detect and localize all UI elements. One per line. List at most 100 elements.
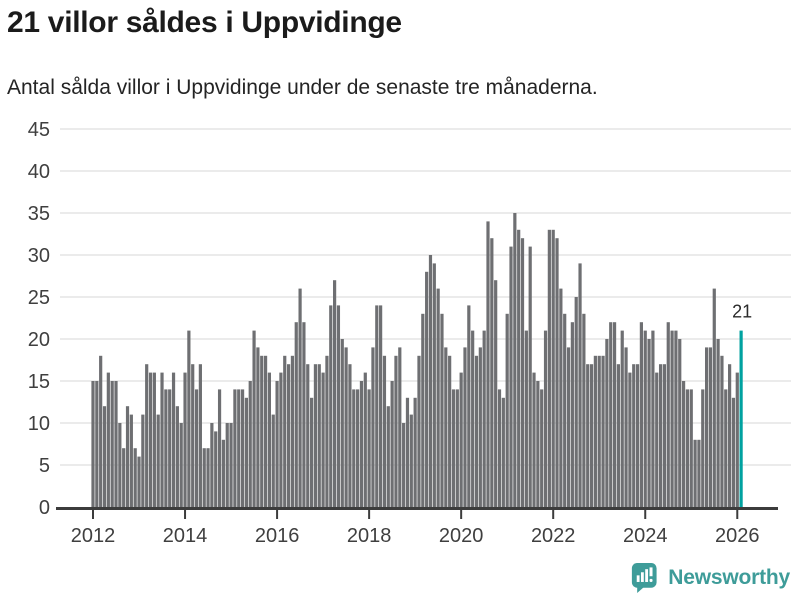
bar [202,448,206,507]
bar [302,322,306,507]
bar [459,372,463,507]
bar [214,431,218,507]
bar [125,406,130,507]
bar [639,322,643,507]
bar [609,322,613,507]
bar [317,364,321,507]
bar [440,313,444,507]
x-axis-tick-label: 2026 [715,525,760,547]
bar [229,423,233,507]
bar [206,448,210,507]
x-axis-tick-label: 2020 [439,525,484,547]
bar [191,364,195,507]
bar [298,288,302,507]
bar [620,330,624,507]
bar [164,389,168,507]
bar [171,372,176,507]
bar [563,313,567,507]
bar [601,355,605,507]
bar [647,339,651,507]
bar [156,414,160,507]
bar [118,423,122,507]
bar [536,381,540,507]
bar [586,364,590,507]
bar [555,238,559,507]
bar [417,355,421,507]
bar [256,347,260,507]
bar [624,347,628,507]
bar [283,355,287,507]
y-axis-tick-label: 0 [39,497,50,519]
bar [463,347,467,507]
bar [655,372,659,507]
bar [244,397,248,507]
bar [486,221,490,507]
bar [129,414,133,507]
bar [99,355,103,507]
bar [505,313,509,507]
y-axis-tick-label: 10 [28,413,50,435]
bar [724,389,728,507]
highlighted-bar [739,330,743,507]
bar [352,389,356,507]
bar [336,305,341,507]
newsworthy-logo[interactable]: Newsworthy [631,562,790,594]
bar [141,414,145,507]
bar [666,322,670,507]
bar [497,389,502,507]
bar [160,372,164,507]
bar [263,355,268,507]
bar [252,330,256,507]
bar [260,355,264,507]
bar [386,406,390,507]
bar [444,347,448,507]
bar [279,372,283,507]
bar [359,381,364,507]
y-axis-tick-label: 30 [28,245,50,267]
bar [478,347,482,507]
bar [697,439,701,507]
bar [356,389,360,507]
bar [467,305,471,507]
x-axis-tick-label: 2014 [163,525,208,547]
bar [95,381,99,507]
y-axis-tick-label: 35 [28,203,50,225]
bar [517,229,521,508]
x-axis-tick-label: 2016 [255,525,300,547]
bar [402,423,406,507]
y-axis-tick-label: 40 [28,161,50,183]
bar [348,364,352,507]
bar [248,381,252,507]
bar [405,397,410,507]
bar [509,246,513,507]
bar [375,305,379,507]
bar [183,372,187,507]
bar [152,372,156,507]
bar [678,339,682,507]
bar [398,347,402,507]
bar [321,372,325,507]
bar [198,364,202,507]
bar [728,364,732,507]
bar [210,423,214,507]
bar [628,372,632,507]
bar [494,280,498,507]
bar [428,255,433,507]
bar [701,389,705,507]
bar [582,313,586,507]
bar [148,372,153,507]
bar [267,372,272,507]
bar [313,364,318,507]
bar [275,381,279,507]
bar [616,364,620,507]
bar [421,313,425,507]
bar [394,355,398,507]
bar [451,389,456,507]
bar [731,397,736,507]
y-axis-tick-label: 5 [39,455,50,477]
bar [716,339,720,507]
bar [333,280,337,507]
chart-title: 21 villor såldes i Uppvidinge [7,6,402,39]
bar [566,347,571,507]
bar [670,330,674,507]
